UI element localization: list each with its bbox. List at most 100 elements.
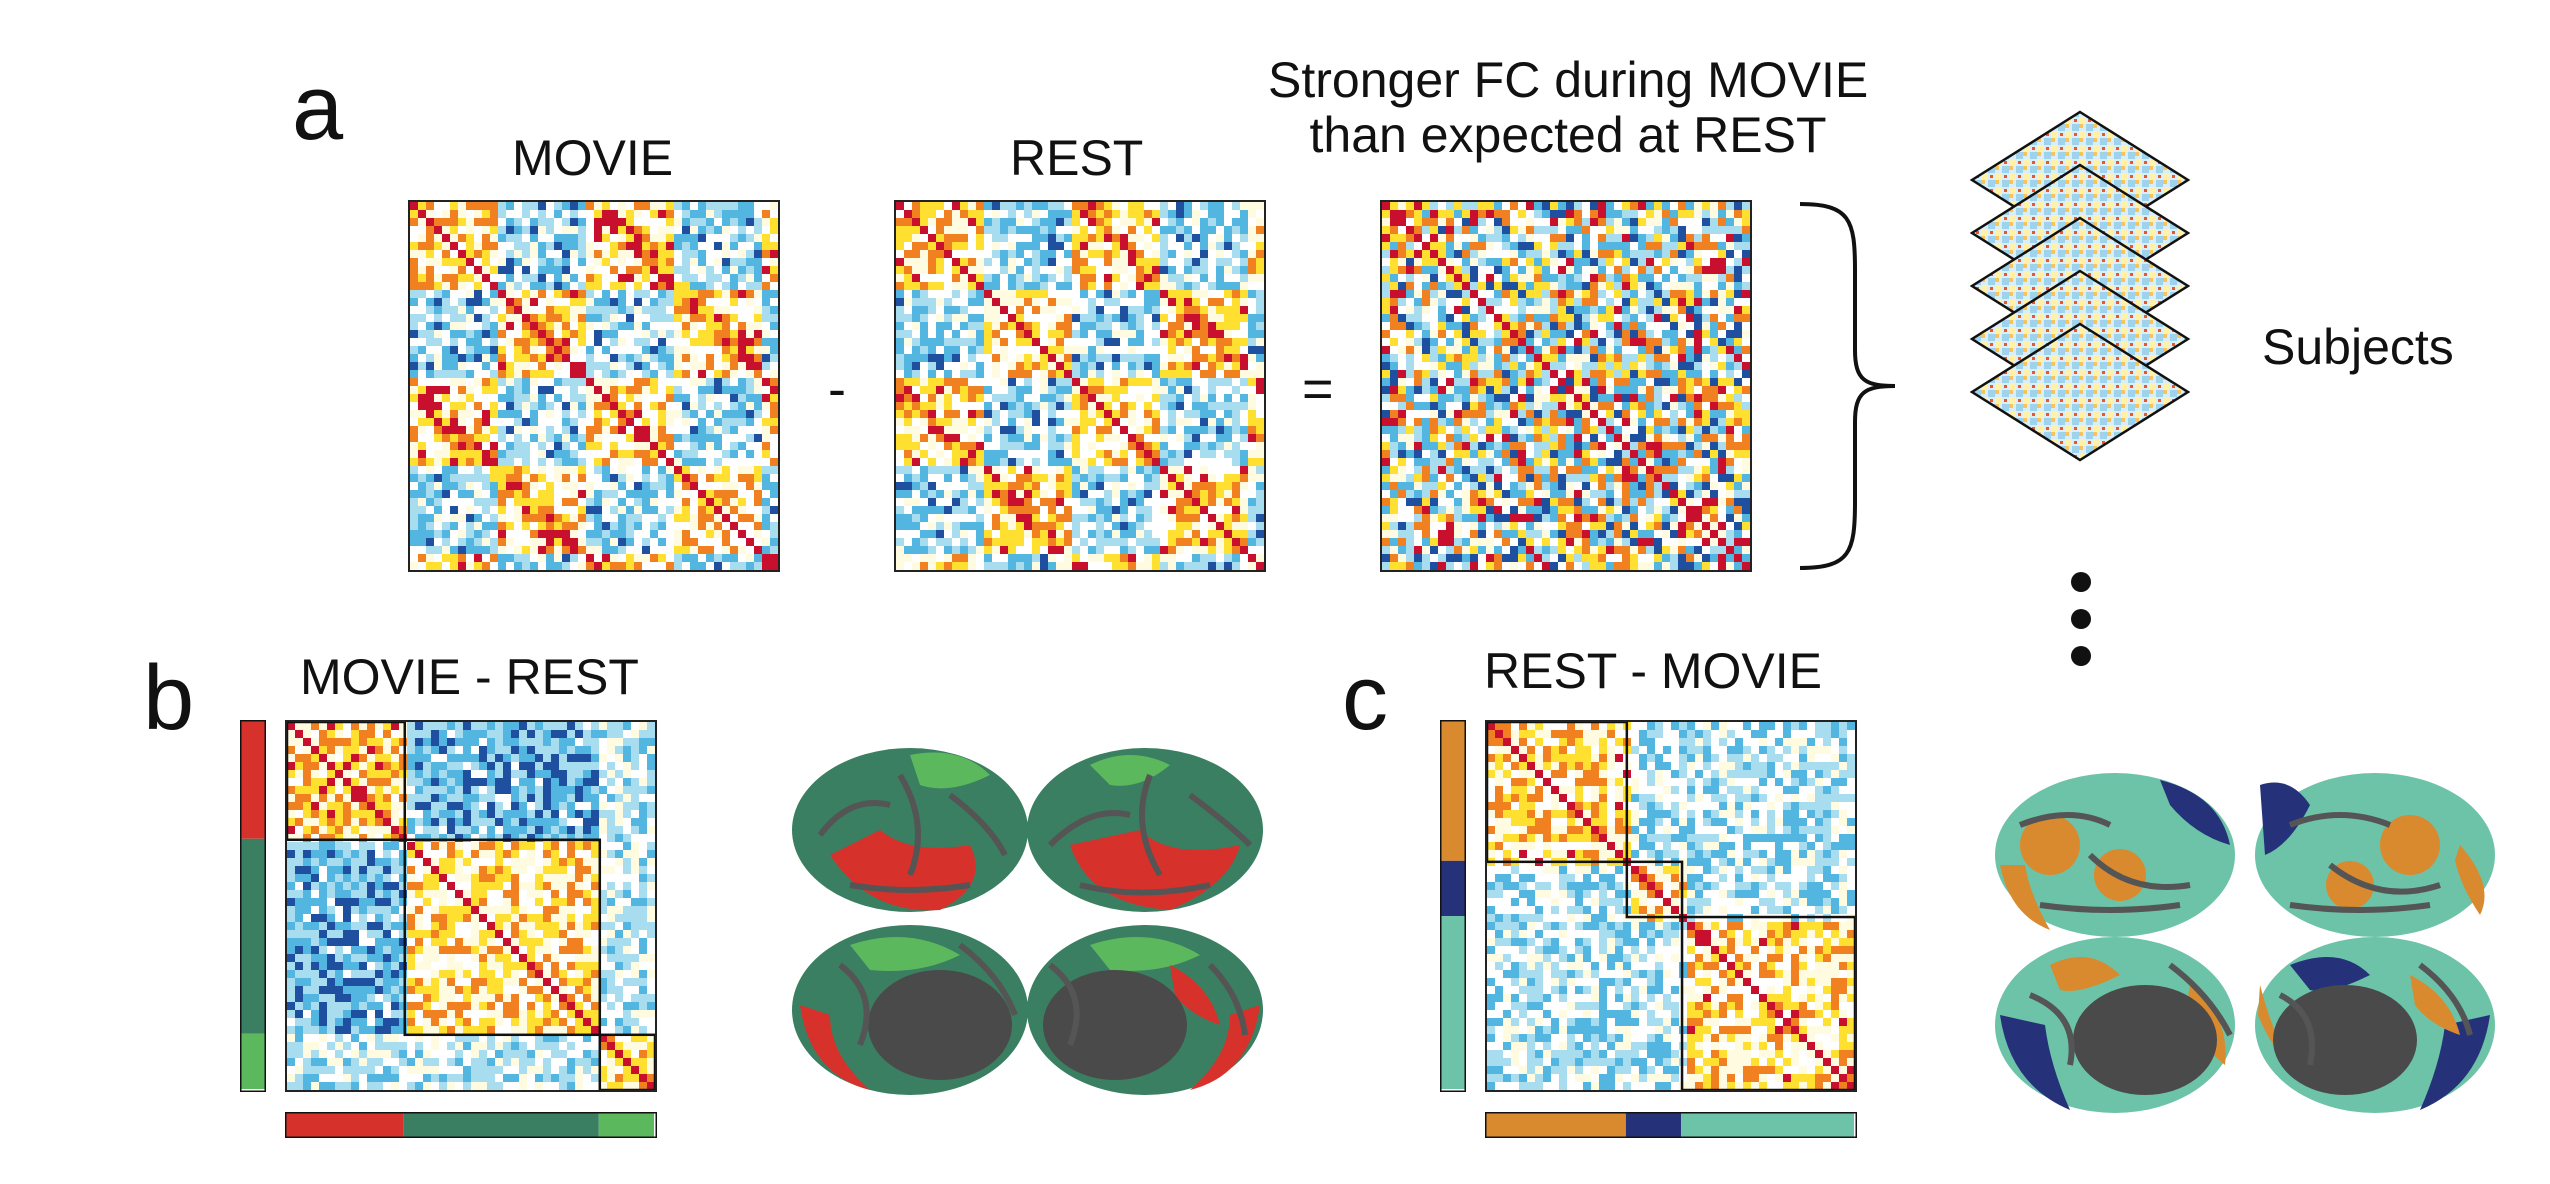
matrix-cell — [1542, 258, 1551, 267]
matrix-cell — [658, 410, 667, 419]
matrix-cell — [714, 274, 723, 283]
matrix-cell — [594, 298, 603, 307]
matrix-cell — [992, 450, 1001, 459]
matrix-cell — [896, 450, 905, 459]
matrix-cell — [618, 546, 627, 555]
matrix-cell — [498, 338, 507, 347]
matrix-cell — [650, 354, 659, 363]
matrix-cell — [498, 362, 507, 371]
matrix-cell — [1446, 306, 1455, 315]
matrix-cell — [722, 442, 731, 451]
matrix-cell — [522, 202, 531, 211]
matrix-cell — [968, 546, 977, 555]
matrix-cell — [1678, 282, 1687, 291]
matrix-cell — [896, 314, 905, 323]
matrix-cell — [1240, 474, 1249, 483]
matrix-cell — [730, 202, 739, 211]
matrix-cell — [482, 298, 491, 307]
matrix-cell — [522, 498, 531, 507]
matrix-cell — [1088, 258, 1097, 267]
matrix-cell — [904, 458, 913, 467]
matrix-cell — [770, 298, 778, 307]
matrix-cell — [1016, 242, 1025, 251]
matrix-cell — [1088, 218, 1097, 227]
matrix-cell — [554, 546, 563, 555]
matrix-cell — [1040, 362, 1049, 371]
matrix-cell — [1590, 234, 1599, 243]
matrix-cell — [912, 554, 921, 563]
matrix-cell — [936, 346, 945, 355]
matrix-cell — [1096, 290, 1105, 299]
matrix-cell — [1406, 282, 1415, 291]
matrix-cell — [960, 306, 969, 315]
matrix-cell — [746, 242, 755, 251]
matrix-cell — [642, 314, 651, 323]
matrix-cell — [594, 290, 603, 299]
matrix-cell — [650, 474, 659, 483]
matrix-cell — [1024, 522, 1033, 531]
matrix-cell — [1184, 330, 1193, 339]
matrix-cell — [1152, 274, 1161, 283]
matrix-cell — [1248, 482, 1257, 491]
matrix-cell — [1168, 354, 1177, 363]
matrix-cell — [482, 530, 491, 539]
matrix-cell — [770, 210, 778, 219]
matrix-cell — [522, 514, 531, 523]
matrix-cell — [450, 226, 459, 235]
matrix-cell — [450, 210, 459, 219]
matrix-cell — [1208, 546, 1217, 555]
matrix-cell — [928, 450, 937, 459]
matrix-cell — [586, 482, 595, 491]
matrix-cell — [1216, 450, 1225, 459]
matrix-cell — [1024, 458, 1033, 467]
matrix-cell — [634, 362, 643, 371]
matrix-cell — [1240, 322, 1249, 331]
matrix-cell — [754, 242, 763, 251]
matrix-cell — [466, 458, 475, 467]
matrix-cell — [1438, 250, 1447, 259]
matrix-cell — [666, 514, 675, 523]
matrix-cell — [442, 210, 451, 219]
matrix-cell — [952, 210, 961, 219]
matrix-cell — [992, 562, 1001, 570]
panel-a-letter: a — [292, 57, 344, 159]
matrix-cell — [450, 450, 459, 459]
matrix-cell — [506, 450, 515, 459]
matrix-cell — [1120, 530, 1129, 539]
matrix-cell — [570, 370, 579, 379]
matrix-cell — [738, 218, 747, 227]
matrix-cell — [1144, 434, 1153, 443]
matrix-cell — [944, 546, 953, 555]
matrix-cell — [682, 226, 691, 235]
matrix-cell — [1184, 218, 1193, 227]
matrix-cell — [1152, 394, 1161, 403]
matrix-cell — [690, 346, 699, 355]
matrix-cell — [682, 282, 691, 291]
matrix-cell — [562, 210, 571, 219]
matrix-cell — [1120, 402, 1129, 411]
matrix-cell — [944, 522, 953, 531]
matrix-cell — [968, 434, 977, 443]
matrix-cell — [968, 442, 977, 451]
matrix-cell — [466, 226, 475, 235]
matrix-cell — [1398, 274, 1407, 283]
matrix-cell — [1064, 402, 1073, 411]
matrix-cell — [418, 474, 427, 483]
matrix-cell — [1168, 538, 1177, 547]
matrix-cell — [1446, 330, 1455, 339]
matrix-cell — [674, 482, 683, 491]
matrix-cell — [1232, 450, 1241, 459]
matrix-cell — [434, 338, 443, 347]
matrix-cell — [1224, 418, 1233, 427]
matrix-cell — [1200, 298, 1209, 307]
matrix-cell — [458, 266, 467, 275]
matrix-cell — [1112, 362, 1121, 371]
matrix-cell — [442, 522, 451, 531]
matrix-cell — [442, 418, 451, 427]
matrix-cell — [936, 506, 945, 515]
matrix-cell — [984, 394, 993, 403]
matrix-cell — [1398, 290, 1407, 299]
matrix-cell — [498, 474, 507, 483]
matrix-cell — [1088, 362, 1097, 371]
matrix-cell — [904, 258, 913, 267]
